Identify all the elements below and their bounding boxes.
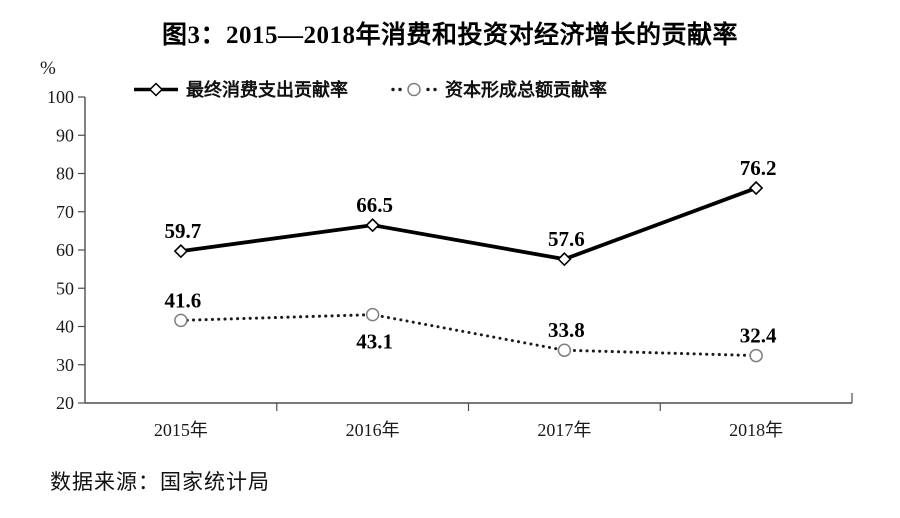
y-tick-label: 80 bbox=[56, 164, 74, 184]
x-category-label: 2015年 bbox=[154, 420, 208, 440]
x-category-label: 2017年 bbox=[537, 420, 591, 440]
legend-item-consumption: 最终消费支出贡献率 bbox=[133, 76, 348, 102]
y-tick-label: 60 bbox=[56, 240, 74, 260]
diamond-marker bbox=[557, 252, 572, 267]
solid-line-diamond-swatch-icon bbox=[134, 81, 178, 97]
data-label: 57.6 bbox=[548, 227, 585, 251]
series-line-1 bbox=[179, 313, 758, 358]
circle-marker bbox=[557, 343, 572, 357]
diamond-marker bbox=[365, 218, 380, 233]
data-label: 43.1 bbox=[356, 330, 393, 354]
circle-marker bbox=[365, 307, 380, 322]
data-label: 32.4 bbox=[740, 324, 777, 348]
x-category-label: 2018年 bbox=[729, 420, 783, 440]
legend-label-consumption: 最终消费支出贡献率 bbox=[186, 80, 348, 100]
diamond-marker bbox=[173, 244, 189, 259]
y-tick-label: 70 bbox=[56, 202, 74, 222]
data-label: 33.8 bbox=[548, 318, 585, 342]
legend: 最终消费支出贡献率 资本形成总额贡献率 bbox=[133, 76, 607, 102]
legend-label-capital: 资本形成总额贡献率 bbox=[445, 80, 607, 100]
circle-marker bbox=[174, 313, 188, 328]
dotted-line-circle-swatch-icon bbox=[391, 82, 437, 96]
y-tick-label: 100 bbox=[47, 87, 74, 107]
series-line-0 bbox=[180, 186, 757, 262]
y-tick-label: 90 bbox=[56, 125, 74, 145]
y-tick-label: 20 bbox=[56, 393, 74, 413]
circle-marker bbox=[749, 348, 763, 363]
data-label: 41.6 bbox=[165, 288, 202, 312]
chart-title: 图3：2015—2018年消费和投资对经济增长的贡献率 bbox=[161, 22, 738, 49]
legend-item-capital: 资本形成总额贡献率 bbox=[390, 76, 607, 102]
y-tick-label: 30 bbox=[56, 355, 74, 375]
x-category-label: 2016年 bbox=[346, 420, 400, 440]
data-label: 66.5 bbox=[356, 193, 393, 217]
y-tick-label: 50 bbox=[56, 278, 74, 298]
diamond-marker bbox=[748, 180, 764, 196]
source-note: 数据来源：国家统计局 bbox=[50, 471, 270, 494]
y-axis-unit-label: % bbox=[40, 58, 56, 79]
data-label: 59.7 bbox=[165, 219, 202, 243]
y-tick-label: 40 bbox=[56, 317, 74, 337]
data-label: 76.2 bbox=[740, 156, 777, 180]
